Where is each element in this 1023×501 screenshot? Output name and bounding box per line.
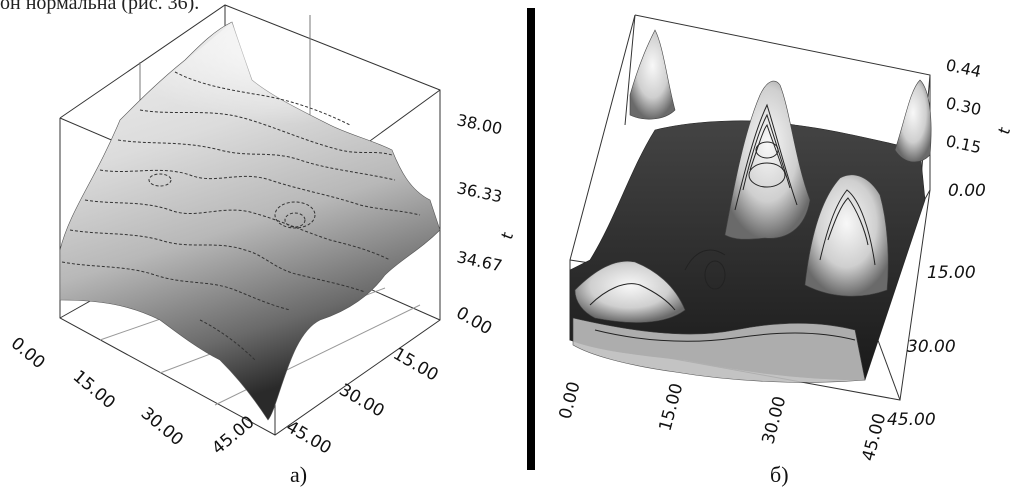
surface-b-peak-right — [804, 174, 889, 297]
z-tick-b: 0.00 — [948, 181, 986, 201]
y-tick-a: 0.00 — [453, 303, 496, 339]
surface-chart-b-svg: 0.44 0.30 0.15 0.00 t 15.00 30.00 45.00 … — [556, 14, 1014, 462]
z-tick-b: 0.30 — [944, 93, 983, 119]
y-tick-b: 15.00 — [927, 263, 976, 283]
x-tick-b: 0.00 — [556, 380, 585, 422]
surface-b-peak-corner-right — [894, 79, 932, 163]
x-tick-a: 30.00 — [137, 404, 187, 451]
x-tick-a: 0.00 — [7, 334, 49, 374]
z-axis-label-a: t — [497, 231, 517, 241]
surface-chart-a-svg: 38.00 36.33 34.67 t 0.00 15.00 30.00 45.… — [7, 4, 517, 459]
contours-a — [61, 71, 421, 361]
surface-b-peak-top-center — [724, 80, 811, 240]
caption-b: б) — [770, 462, 789, 487]
contours-b — [589, 103, 876, 342]
x-tick-b: 15.00 — [656, 381, 688, 433]
top-text-fragment: он нормальна (рис. 36). — [0, 0, 200, 14]
surface-b-front-ridge — [572, 317, 866, 383]
x-tick-a: 15.00 — [69, 367, 119, 414]
x-tick-b: 30.00 — [759, 394, 791, 446]
surface-chart-b: 0.44 0.30 0.15 0.00 t 15.00 30.00 45.00 … — [535, 0, 1023, 462]
z-axis-label-b: t — [994, 126, 1014, 136]
z-tick-a: 34.67 — [455, 247, 504, 275]
z-tick-a: 38.00 — [455, 110, 504, 138]
caption-a: а) — [290, 462, 308, 487]
y-tick-b: 45.00 — [887, 410, 936, 430]
z-tick-b: 0.15 — [944, 131, 983, 157]
x-ticks-b: 0.00 15.00 30.00 45.00 — [556, 380, 891, 462]
y-tick-a: 45.00 — [283, 417, 335, 459]
surface-chart-a: 38.00 36.33 34.67 t 0.00 15.00 30.00 45.… — [0, 0, 520, 462]
surface-a-highlight — [120, 22, 392, 150]
z-tick-a: 36.33 — [455, 178, 504, 206]
surface-b-peak-corner-left — [629, 29, 676, 120]
surface-b-peak-left — [574, 260, 686, 323]
x-tick-b: 45.00 — [859, 411, 891, 462]
y-tick-b: 30.00 — [907, 337, 956, 357]
y-ticks-b: 15.00 30.00 45.00 — [887, 263, 976, 430]
x-tick-a: 45.00 — [208, 412, 258, 459]
z-ticks-a: 38.00 36.33 34.67 t — [455, 110, 517, 275]
y-tick-a: 30.00 — [336, 380, 388, 422]
panel-divider — [527, 8, 535, 470]
z-tick-b: 0.44 — [944, 55, 983, 81]
y-tick-a: 15.00 — [390, 344, 442, 386]
y-ticks-a: 0.00 15.00 30.00 45.00 — [283, 303, 496, 459]
z-ticks-b: 0.44 0.30 0.15 0.00 t — [944, 55, 1014, 201]
